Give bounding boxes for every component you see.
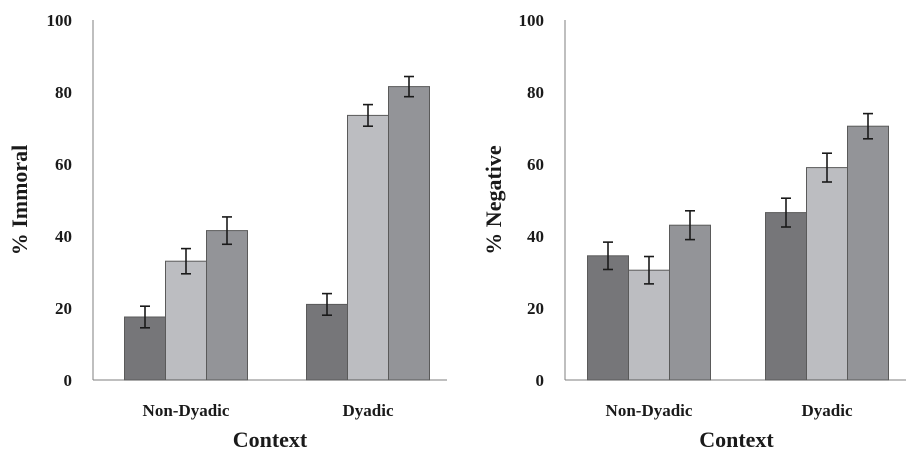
- y-tick-label: 60: [55, 155, 72, 174]
- bar: [628, 269, 670, 381]
- bar: [587, 255, 629, 381]
- y-tick-label: 0: [64, 371, 73, 390]
- x-axis-title: Context: [233, 427, 308, 452]
- x-category-label: Non-Dyadic: [606, 401, 693, 420]
- bar: [306, 303, 348, 381]
- chart-panel-immoral: 0 20 40 60 80 100 Non-Dyadic Dyadic Context % Imm…: [7, 11, 447, 452]
- x-axis-title: Context: [699, 427, 774, 452]
- y-tick-label: 20: [527, 299, 544, 318]
- y-axis-title: % Negative: [481, 145, 506, 255]
- bar: [765, 212, 807, 381]
- bar: [347, 114, 389, 381]
- y-tick-label: 80: [55, 83, 72, 102]
- y-tick-label: 20: [55, 299, 72, 318]
- x-category-label: Dyadic: [802, 401, 853, 420]
- y-axis-title: % Immoral: [7, 145, 32, 256]
- bar: [806, 167, 848, 381]
- y-tick-label: 40: [527, 227, 544, 246]
- bar: [669, 224, 711, 381]
- bar: [388, 86, 430, 381]
- bar: [165, 260, 207, 381]
- bar: [847, 125, 889, 381]
- y-tick-label: 100: [519, 11, 545, 30]
- y-tick-label: 60: [527, 155, 544, 174]
- x-category-label: Dyadic: [343, 401, 394, 420]
- y-tick-label: 40: [55, 227, 72, 246]
- x-category-label: Non-Dyadic: [143, 401, 230, 420]
- y-tick-label: 80: [527, 83, 544, 102]
- chart-panel-negative: 0 20 40 60 80 100 Non-Dyadic Dyadic Context % Neg…: [481, 11, 906, 452]
- y-tick-label: 0: [536, 371, 545, 390]
- bar: [206, 230, 248, 381]
- y-tick-label: 100: [47, 11, 73, 30]
